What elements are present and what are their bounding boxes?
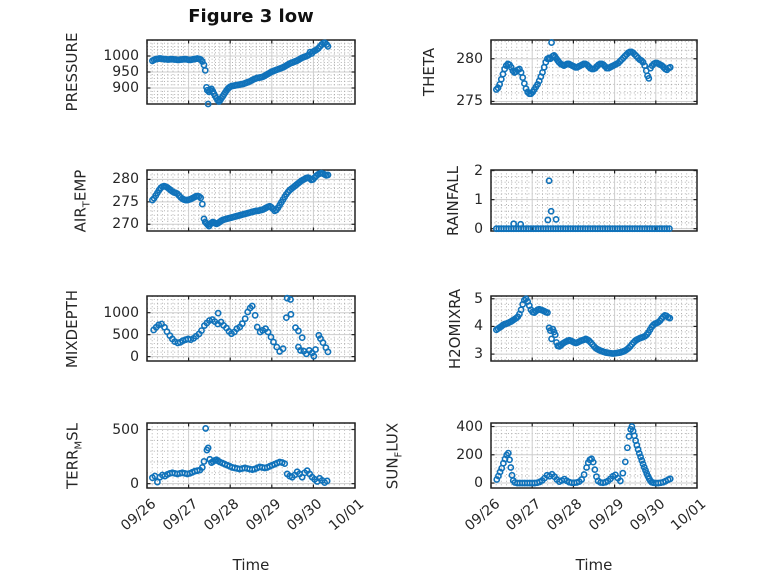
y-tick-label: 3 xyxy=(474,346,483,363)
y-tick-label: 2 xyxy=(474,162,483,179)
subplot-pressure: 900 950 1000 PRESSURE xyxy=(63,33,356,111)
y-tick-label: 275 xyxy=(112,193,139,210)
y-tick-label: 950 xyxy=(112,64,139,80)
y-tick-label: 400 xyxy=(456,418,483,435)
y-tick-label: 1000 xyxy=(103,48,139,64)
y-tick-label: 200 xyxy=(456,446,483,463)
y-axis-label: MIXDEPTH xyxy=(63,289,81,368)
scatter-points xyxy=(149,425,331,486)
subplot-air-temp: 270 275 280 AIRTEMP xyxy=(72,169,356,232)
y-axis-label: H2OMIXRA xyxy=(446,288,464,369)
scatter-points xyxy=(149,169,332,230)
y-axis-label: TERRMSL xyxy=(63,422,85,489)
scatter-points xyxy=(149,39,332,108)
x-axis-label-left: Time xyxy=(232,556,270,574)
y-tick-label: 0 xyxy=(130,475,139,492)
y-tick-label: 4 xyxy=(474,318,483,335)
y-axis-label: THETA xyxy=(420,47,438,97)
scatter-points xyxy=(492,295,674,357)
y-tick-label: 275 xyxy=(456,93,483,110)
y-tick-label: 280 xyxy=(456,50,483,67)
y-tick-label: 5 xyxy=(474,290,483,307)
plot-area xyxy=(146,422,356,489)
y-tick-label: 500 xyxy=(112,421,139,438)
y-tick-label: 500 xyxy=(112,326,139,343)
y-tick-label: 900 xyxy=(112,80,139,96)
scatter-points xyxy=(492,39,674,98)
x-axis-label-right: Time xyxy=(575,556,613,574)
plot-area xyxy=(146,39,356,108)
y-tick-label: 1 xyxy=(474,191,483,208)
plot-area xyxy=(490,422,698,489)
subplot-h2omixra: 3 4 5 H2OMIXRA xyxy=(446,288,698,369)
y-tick-label: 1000 xyxy=(103,304,139,321)
plot-area xyxy=(146,169,356,232)
scatter-points xyxy=(150,294,332,360)
scatter-points xyxy=(493,423,674,487)
figure-title: Figure 3 low xyxy=(188,6,314,27)
subplot-rainfall: 0 1 2 RAINFALL xyxy=(444,163,698,237)
subplot-sun-flux: 0 200 400 SUNFLUX 09/26 09/27 09/28 09/29 09/30 1… xyxy=(384,419,710,535)
scatter-points xyxy=(492,177,673,233)
y-tick-label: 270 xyxy=(112,216,139,233)
y-tick-label: 0 xyxy=(474,220,483,237)
y-tick-label: 0 xyxy=(130,348,139,365)
subplot-mixdepth: 0 500 1000 MIXDEPTH xyxy=(63,289,356,368)
y-axis-label: SUNFLUX xyxy=(383,422,405,489)
y-tick-label: 280 xyxy=(112,171,139,188)
plot-area xyxy=(490,295,698,362)
y-axis-label: PRESSURE xyxy=(63,32,81,112)
y-axis-label: AIRTEMP xyxy=(71,169,93,232)
subplot-theta: 275 280 THETA xyxy=(420,39,698,109)
plot-area xyxy=(490,169,698,233)
y-tick-label: 0 xyxy=(474,475,483,492)
y-axis-label: RAINFALL xyxy=(444,165,462,236)
plot-area xyxy=(490,39,698,105)
subplot-terr-msl: 0 500 TERRMSL 09/26 09/27 09/28 09/29 09/30 10/0… xyxy=(64,422,368,535)
plot-area xyxy=(146,294,356,362)
